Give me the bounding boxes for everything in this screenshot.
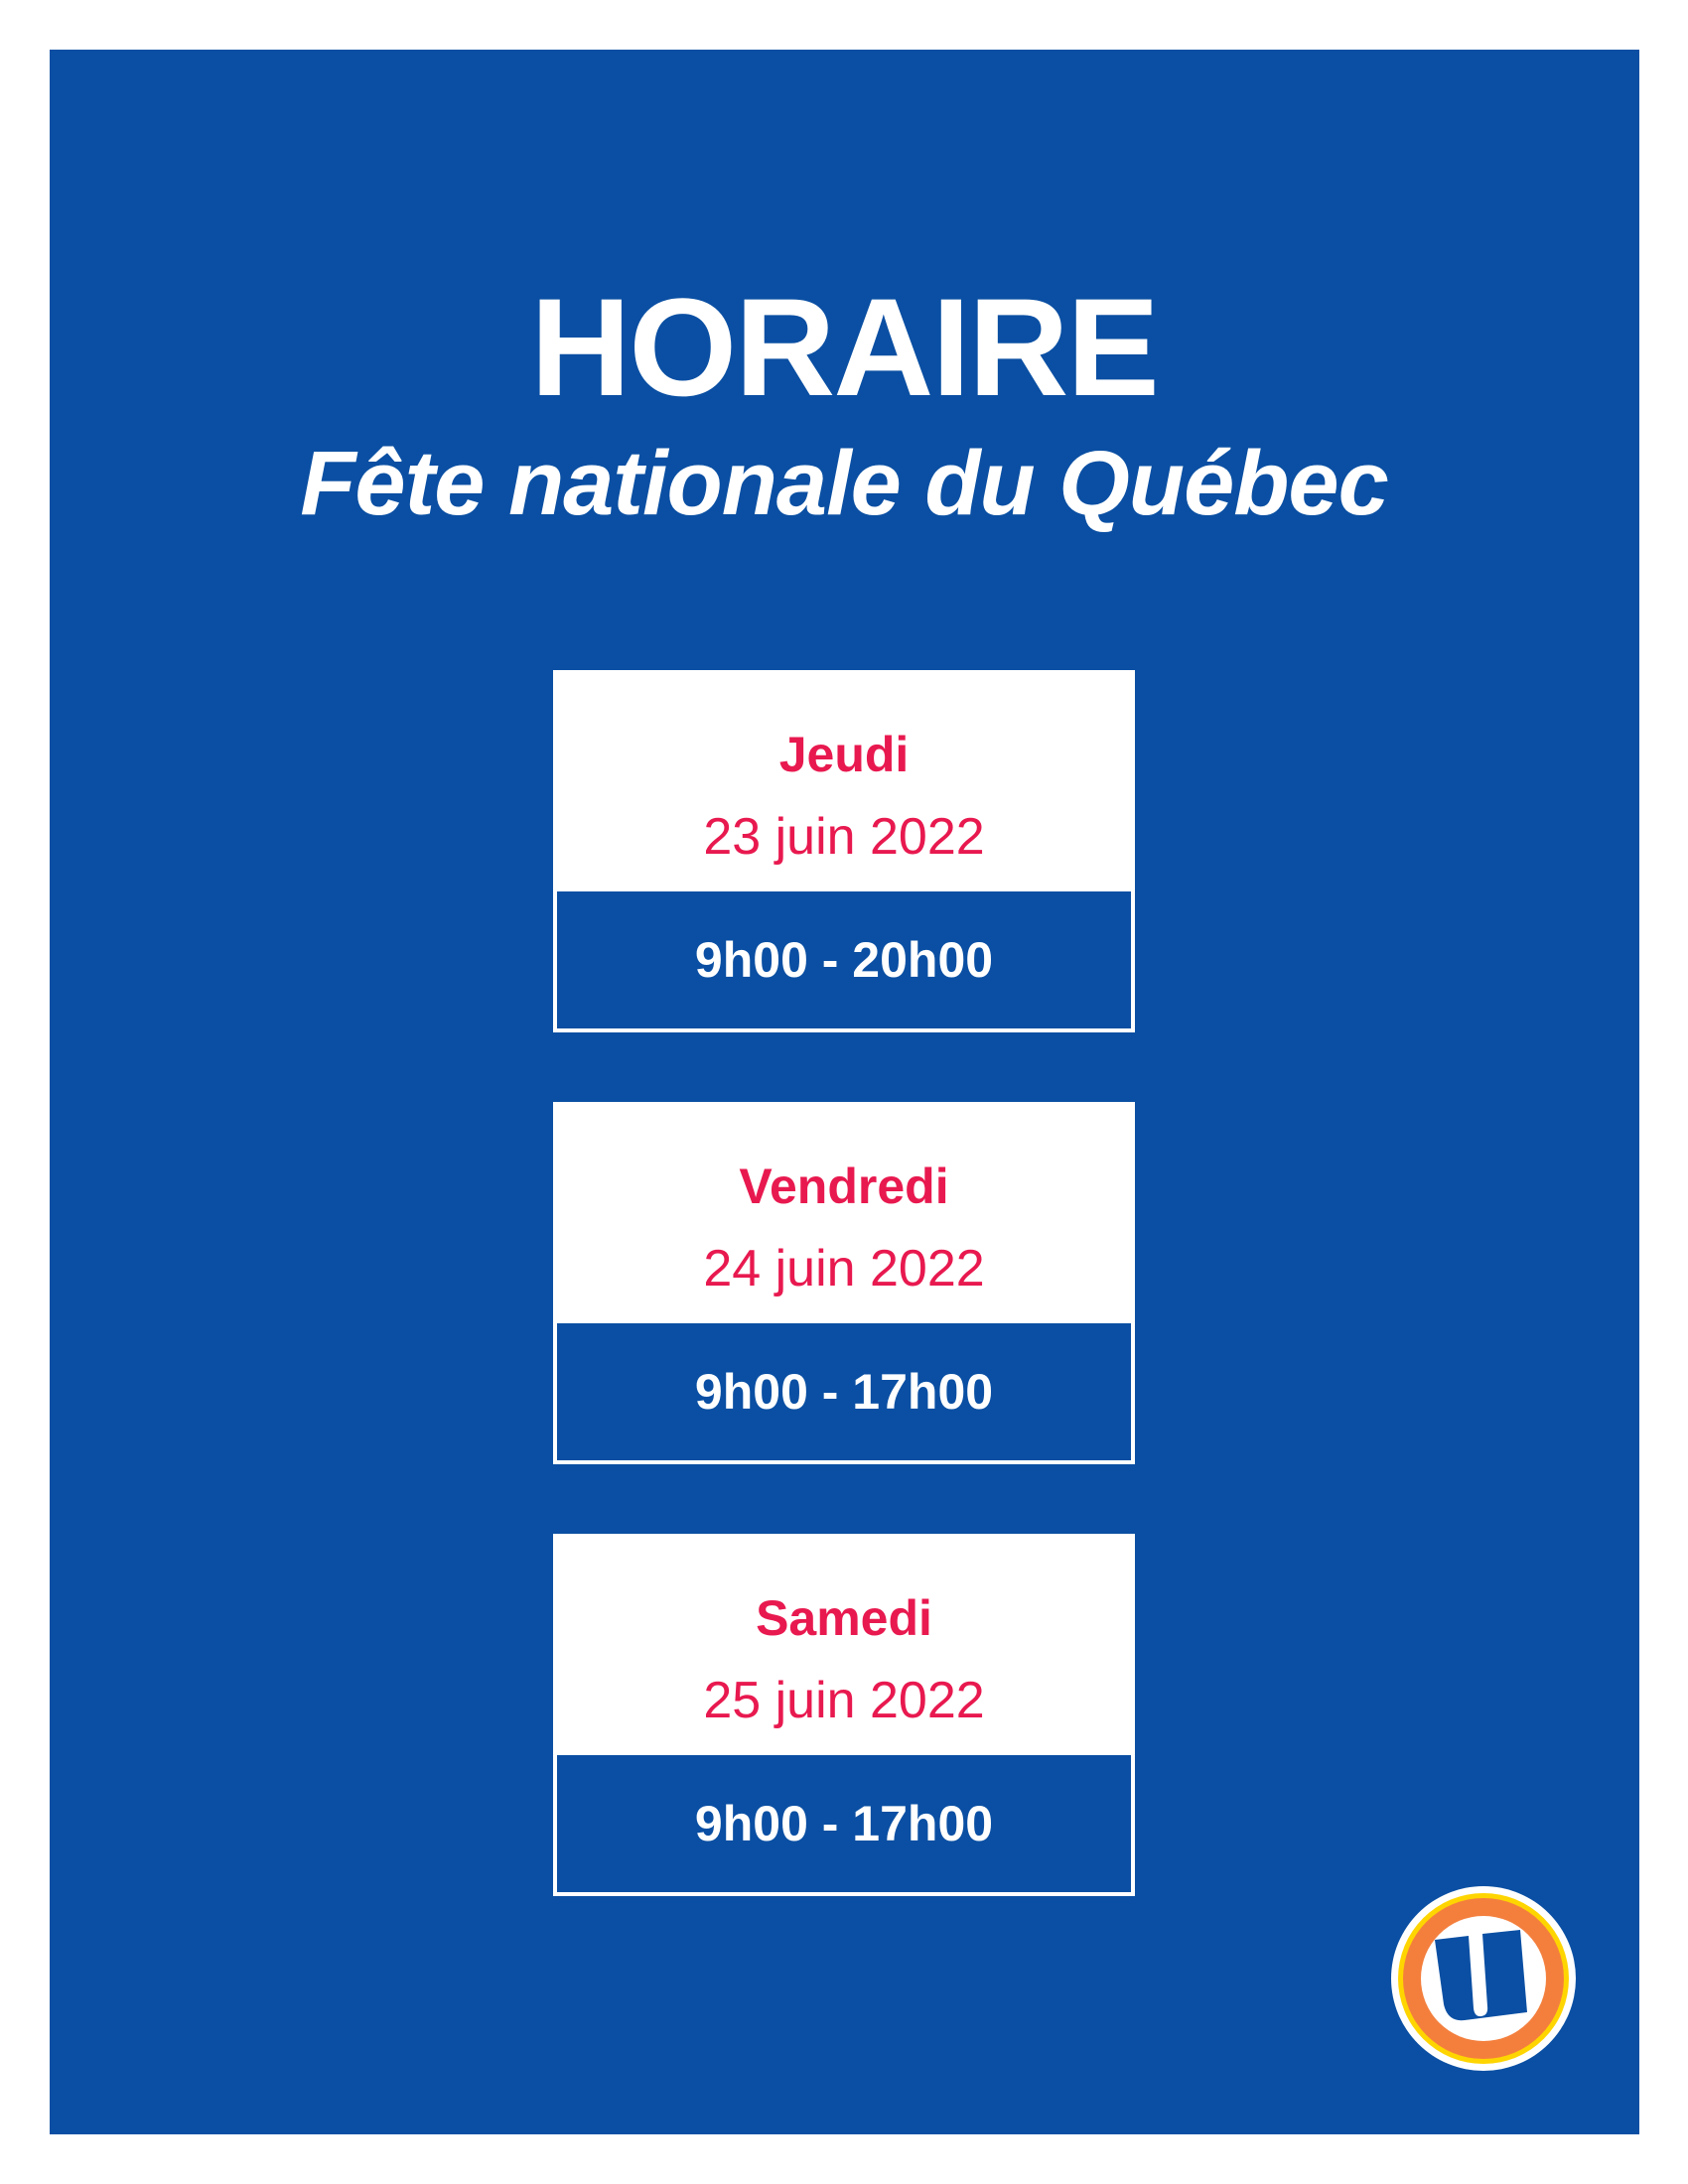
date-label: 24 juin 2022: [703, 1240, 985, 1297]
hours-label: 9h00 - 17h00: [557, 1323, 1131, 1460]
schedule-card-friday: Vendredi 24 juin 2022 9h00 - 17h00: [553, 1102, 1135, 1464]
schedule-card-thursday: Jeudi 23 juin 2022 9h00 - 20h00: [553, 670, 1135, 1032]
schedule-card-saturday: Samedi 25 juin 2022 9h00 - 17h00: [553, 1534, 1135, 1896]
page-title: HORAIRE: [530, 269, 1160, 425]
page-subtitle: Fête nationale du Québec: [300, 433, 1389, 534]
hours-label: 9h00 - 17h00: [557, 1755, 1131, 1892]
hours-label: 9h00 - 20h00: [557, 891, 1131, 1028]
day-label: Vendredi: [739, 1159, 949, 1214]
day-label: Samedi: [756, 1590, 932, 1646]
u-logo-icon: [1391, 1886, 1576, 2071]
date-label: 23 juin 2022: [703, 808, 985, 866]
date-label: 25 juin 2022: [703, 1672, 985, 1729]
day-label: Jeudi: [778, 727, 910, 782]
